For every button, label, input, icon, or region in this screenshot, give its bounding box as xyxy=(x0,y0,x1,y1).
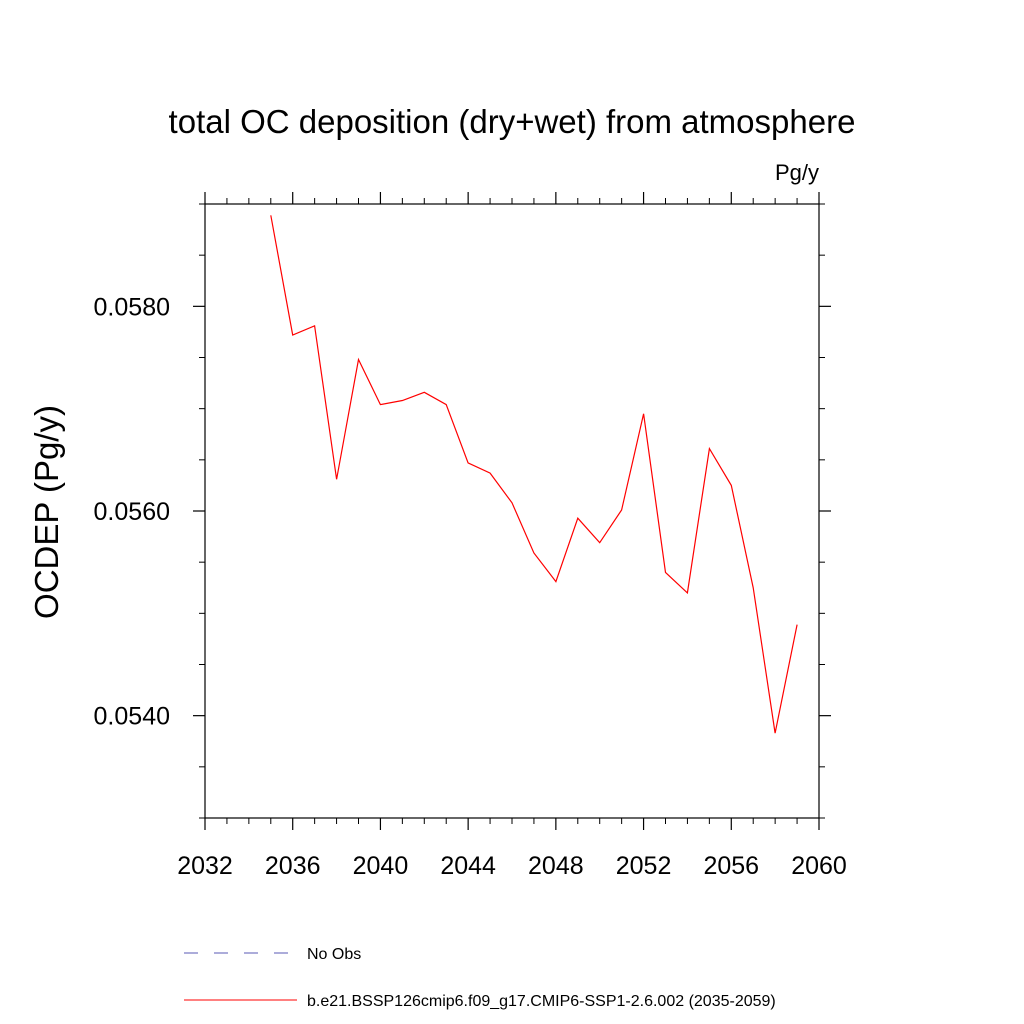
x-tick-label: 2048 xyxy=(528,852,584,880)
chart-title: total OC deposition (dry+wet) from atmos… xyxy=(169,103,856,140)
axis-ticks xyxy=(193,192,831,830)
legend: No Obs b.e21.BSSP126cmip6.f09_g17.CMIP6-S… xyxy=(184,946,776,1010)
x-tick-label: 2036 xyxy=(265,852,321,880)
y-axis-label: OCDEP (Pg/y) xyxy=(28,405,65,619)
units-label: Pg/y xyxy=(775,160,819,185)
legend-label: b.e21.BSSP126cmip6.f09_g17.CMIP6-SSP1-2.… xyxy=(307,993,776,1010)
x-tick-label: 2044 xyxy=(440,852,496,880)
y-tick-label: 0.0560 xyxy=(94,498,170,526)
y-tick-label: 0.0540 xyxy=(94,703,170,731)
plot-frame xyxy=(204,203,820,819)
x-tick-label: 2056 xyxy=(703,852,759,880)
legend-label: No Obs xyxy=(307,946,361,963)
data-series xyxy=(270,215,798,734)
x-tick-label: 2040 xyxy=(353,852,409,880)
y-tick-label: 0.0580 xyxy=(94,293,170,321)
series-line xyxy=(270,215,798,734)
axis-tick-labels: 2032 2036 2040 2044 2048 2052 2056 2060 0.0540 0.… xyxy=(94,293,847,880)
x-tick-label: 2060 xyxy=(791,852,847,880)
x-tick-label: 2052 xyxy=(616,852,672,880)
x-tick-label: 2032 xyxy=(177,852,233,880)
